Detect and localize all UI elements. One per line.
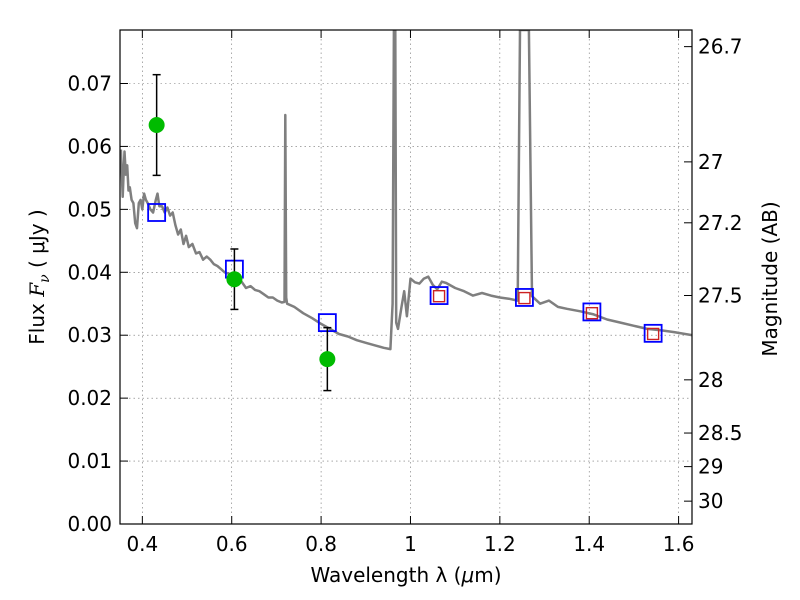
x-axis-label: Wavelength λ (μm): [310, 563, 501, 587]
y-tick-label: 0.05: [67, 197, 112, 221]
filter-average-square: [585, 306, 599, 320]
model-photometry-square: [515, 288, 534, 307]
model-photometry-square: [429, 286, 449, 305]
y-tick-label: 0.00: [67, 512, 112, 536]
y-axis-label: Flux Fν ( μJy ): [25, 209, 53, 344]
grid-layer: [120, 30, 692, 525]
y2-tick-label: 27.5: [698, 284, 743, 308]
spectrum-layer: [120, 30, 692, 351]
model-photometry-square: [643, 323, 663, 343]
y2-tick-label: 27: [698, 150, 723, 174]
spectrum-line: [120, 30, 692, 351]
y-tick-label: 0.06: [67, 134, 112, 158]
y-tick-label: 0.02: [67, 386, 112, 410]
x-tick-label: 0.8: [305, 532, 337, 556]
x-tick-label: 0.6: [216, 532, 248, 556]
x-tick-label: 1: [404, 532, 417, 556]
observed-point: [226, 271, 243, 288]
ticks-layer: 0.4 0.6 0.8 1 1.2 1.4 1.6 0.00 0.01 0.02 0.03 0.04 0…: [67, 30, 743, 556]
x-tick-label: 0.4: [126, 532, 158, 556]
observed-point: [319, 351, 336, 368]
model-photometry-square: [147, 203, 167, 222]
y-tick-label: 0.01: [67, 449, 112, 473]
y2-axis-label: Magnitude (AB): [758, 201, 782, 356]
y2-tick-label: 29: [698, 455, 723, 479]
filter-average-square: [646, 327, 660, 341]
filter-average-square: [518, 291, 531, 305]
y-tick-label: 0.07: [67, 71, 112, 95]
plot-frame: [119, 29, 693, 525]
x-tick-label: 1.6: [663, 532, 695, 556]
x-tick-label: 1.4: [573, 532, 605, 556]
y2-tick-label: 28.5: [698, 421, 743, 445]
y2-tick-label: 26.7: [698, 35, 743, 59]
x-tick-label: 1.2: [484, 532, 516, 556]
y2-tick-label: 30: [698, 489, 723, 513]
y-tick-label: 0.03: [67, 323, 112, 347]
points-layer: [147, 73, 663, 392]
filter-average-square: [432, 289, 446, 303]
y2-tick-label: 28: [698, 368, 723, 392]
model-photometry-square: [582, 302, 602, 322]
y2-tick-label: 27.2: [698, 211, 743, 235]
y-tick-label: 0.04: [67, 260, 112, 284]
observed-point: [148, 117, 165, 134]
